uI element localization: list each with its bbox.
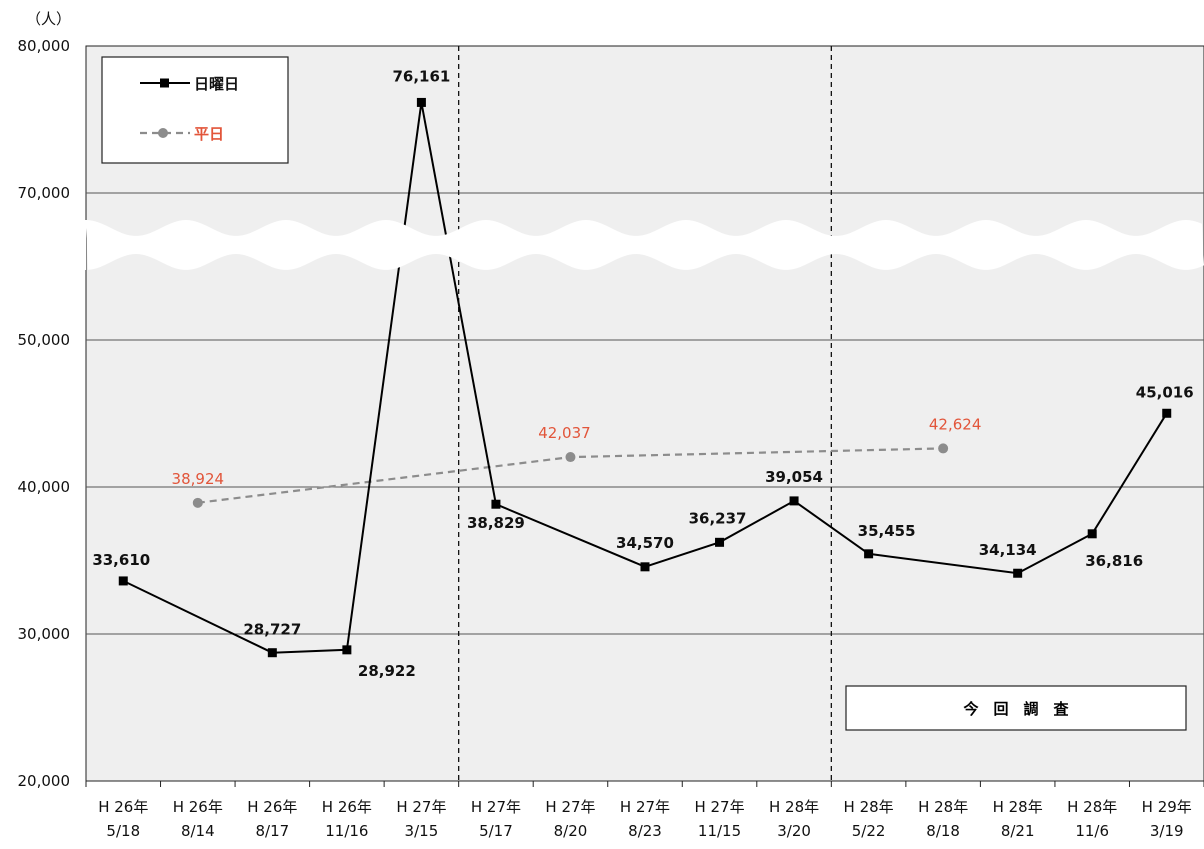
- x-tick-label-year: H 27年: [620, 798, 670, 816]
- data-label-sunday: 36,816: [1085, 552, 1143, 570]
- marker-sunday: [640, 562, 650, 572]
- x-tick-label-year: H 28年: [844, 798, 894, 816]
- data-label-sunday: 36,237: [689, 509, 747, 527]
- x-tick-label-year: H 27年: [545, 798, 595, 816]
- data-label-sunday: 28,922: [358, 662, 416, 680]
- x-tick-label-date: 3/15: [405, 822, 439, 840]
- marker-sunday: [789, 496, 799, 506]
- current-survey-label: 今 回 調 査: [962, 700, 1069, 718]
- marker-sunday: [1013, 568, 1023, 578]
- series-line-sunday: [122, 102, 1168, 654]
- data-label-sunday: 38,829: [467, 514, 525, 532]
- x-tick-label-date: 5/22: [852, 822, 886, 840]
- data-label-sunday: 33,610: [92, 551, 150, 569]
- marker-sunday: [342, 645, 352, 655]
- marker-weekday: [565, 452, 576, 463]
- marker-weekday: [192, 497, 203, 508]
- x-tick-label-date: 11/15: [698, 822, 741, 840]
- marker-sunday: [267, 648, 277, 658]
- data-label-weekday: 42,624: [929, 415, 982, 433]
- data-label-weekday: 42,037: [538, 424, 591, 442]
- x-tick-label-date: 8/21: [1001, 822, 1035, 840]
- x-tick-label-year: H 26年: [322, 798, 372, 816]
- x-tick-label-year: H 26年: [247, 798, 297, 816]
- marker-sunday: [864, 549, 874, 559]
- x-tick-label-date: 3/20: [777, 822, 811, 840]
- x-tick-label-date: 5/17: [479, 822, 513, 840]
- y-tick-label: 20,000: [18, 772, 71, 790]
- x-tick-label-date: 11/6: [1075, 822, 1109, 840]
- x-tick-label-year: H 28年: [769, 798, 819, 816]
- current-survey-box: [845, 685, 1187, 731]
- x-tick-label-date: 3/19: [1150, 822, 1184, 840]
- y-tick-label: 70,000: [18, 184, 71, 202]
- x-tick-label-year: H 27年: [471, 798, 521, 816]
- x-tick-label-year: H 27年: [694, 798, 744, 816]
- marker-sunday: [416, 97, 426, 107]
- y-tick-label: 30,000: [18, 625, 71, 643]
- x-tick-label-date: 8/14: [181, 822, 215, 840]
- x-tick-label-year: H 28年: [1067, 798, 1117, 816]
- x-tick-label-date: 11/16: [325, 822, 368, 840]
- x-tick-label-year: H 28年: [918, 798, 968, 816]
- legend-label-weekday: 平日: [194, 125, 224, 143]
- x-tick-label-year: H 29年: [1142, 798, 1192, 816]
- data-label-sunday: 28,727: [243, 621, 301, 639]
- marker-sunday: [715, 537, 725, 547]
- y-unit-label: （人）: [26, 10, 71, 28]
- data-label-sunday: 34,570: [616, 534, 674, 552]
- data-label-sunday: 39,054: [765, 468, 823, 486]
- legend-marker-sunday: [160, 78, 169, 88]
- x-tick-label-date: 8/23: [628, 822, 662, 840]
- legend-label-sunday: 日曜日: [194, 75, 239, 93]
- legend-marker-weekday: [158, 128, 168, 138]
- plot-area: [85, 45, 1204, 782]
- axis-break-edge: [0, 220, 86, 270]
- marker-sunday: [1162, 408, 1172, 418]
- marker-weekday: [938, 443, 949, 454]
- data-label-sunday: 34,134: [979, 541, 1037, 559]
- x-tick-label-date: 5/18: [106, 822, 140, 840]
- y-tick-label: 40,000: [18, 478, 71, 496]
- data-label-sunday: 45,016: [1136, 383, 1194, 401]
- data-label-weekday: 38,924: [172, 470, 225, 488]
- marker-sunday: [118, 576, 128, 586]
- marker-sunday: [491, 499, 501, 509]
- data-label-sunday: 76,161: [392, 67, 450, 85]
- x-tick-label-year: H 27年: [396, 798, 446, 816]
- y-tick-label: 80,000: [18, 37, 71, 55]
- x-tick-label-year: H 26年: [173, 798, 223, 816]
- marker-sunday: [1087, 529, 1097, 539]
- x-tick-label-date: 8/17: [255, 822, 289, 840]
- y-tick-label: 50,000: [18, 331, 71, 349]
- axis-break-band: [86, 220, 1204, 270]
- legend-box: [101, 56, 289, 164]
- x-tick-label-date: 8/18: [926, 822, 960, 840]
- data-label-sunday: 35,455: [858, 522, 916, 540]
- x-tick-label-year: H 28年: [993, 798, 1043, 816]
- x-tick-label-date: 8/20: [554, 822, 588, 840]
- x-tick-label-year: H 26年: [98, 798, 148, 816]
